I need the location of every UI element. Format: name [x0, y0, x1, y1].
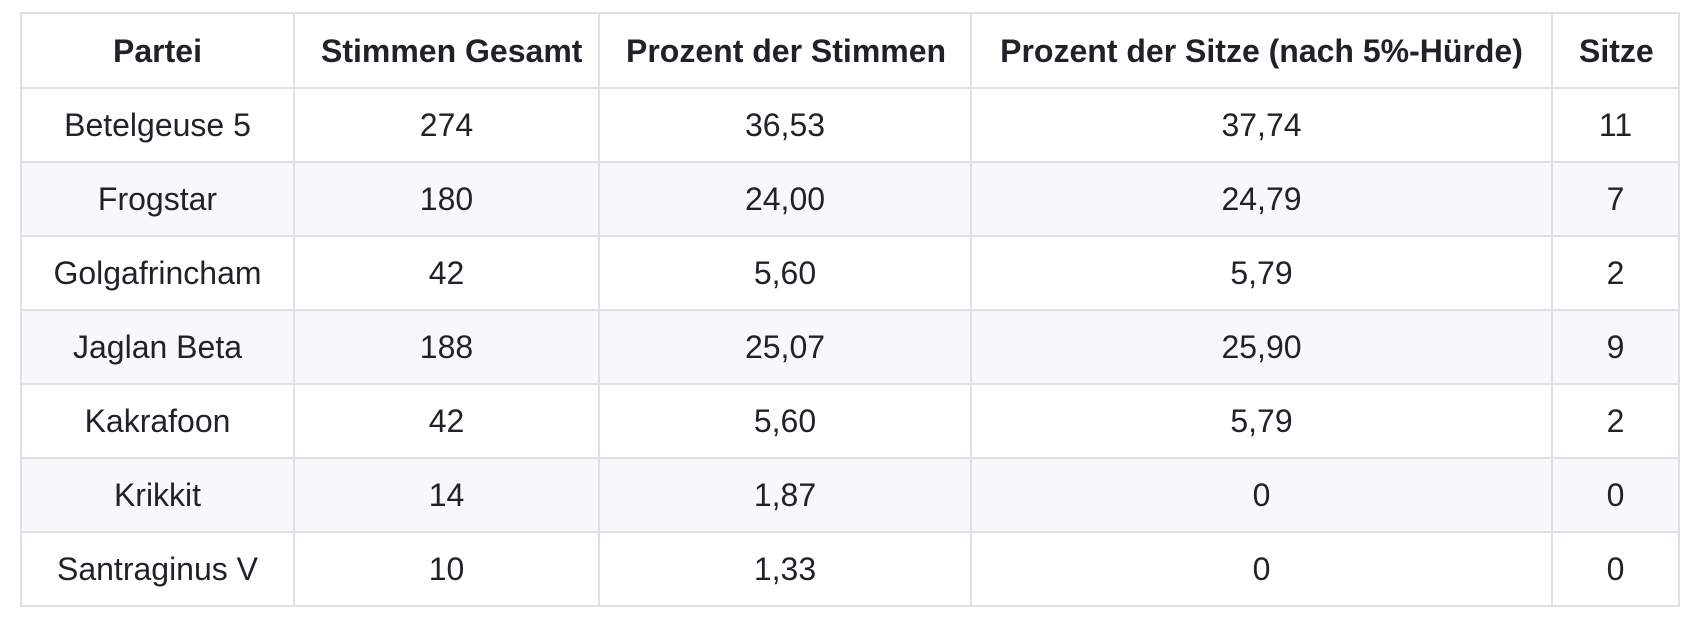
table-body: Betelgeuse 5 274 36,53 37,74 11 Frogstar 180 24…: [20, 87, 1680, 607]
table-cell: 1,33: [598, 531, 972, 607]
table-cell: 10: [293, 531, 600, 607]
table-cell: 42: [293, 235, 600, 311]
table-cell: Kakrafoon: [20, 383, 295, 459]
table-cell: 0: [1551, 531, 1680, 607]
table-cell: Frogstar: [20, 161, 295, 237]
table-cell: Jaglan Beta: [20, 309, 295, 385]
header-row: Partei Stimmen Gesamt Prozent der Stimmen P…: [20, 12, 1680, 89]
table-row: Golgafrincham 42 5,60 5,79 2: [20, 235, 1680, 311]
table-row: Krikkit 14 1,87 0 0: [20, 457, 1680, 533]
column-header: Sitze: [1551, 12, 1680, 89]
table-cell: 37,74: [970, 87, 1553, 163]
table-cell: Betelgeuse 5: [20, 87, 295, 163]
table-cell: 25,90: [970, 309, 1553, 385]
table-row: Betelgeuse 5 274 36,53 37,74 11: [20, 87, 1680, 163]
table-row: Kakrafoon 42 5,60 5,79 2: [20, 383, 1680, 459]
election-results-table: Partei Stimmen Gesamt Prozent der Stimmen P…: [20, 12, 1680, 607]
table-cell: 5,60: [598, 383, 972, 459]
table-row: Santraginus V 10 1,33 0 0: [20, 531, 1680, 607]
table-row: Jaglan Beta 188 25,07 25,90 9: [20, 309, 1680, 385]
table-cell: 9: [1551, 309, 1680, 385]
table-cell: 11: [1551, 87, 1680, 163]
table-cell: 2: [1551, 235, 1680, 311]
table-cell: 24,00: [598, 161, 972, 237]
table-cell: 36,53: [598, 87, 972, 163]
table-cell: 42: [293, 383, 600, 459]
table-cell: 188: [293, 309, 600, 385]
column-header: Partei: [20, 12, 295, 89]
column-header: Stimmen Gesamt: [293, 12, 600, 89]
table-cell: 0: [1551, 457, 1680, 533]
table-cell: 5,79: [970, 383, 1553, 459]
table-cell: 1,87: [598, 457, 972, 533]
table-cell: 5,79: [970, 235, 1553, 311]
table-cell: 0: [970, 457, 1553, 533]
column-header: Prozent der Sitze (nach 5%-Hürde): [970, 12, 1553, 89]
table-cell: Krikkit: [20, 457, 295, 533]
table-cell: 0: [970, 531, 1553, 607]
table-cell: 274: [293, 87, 600, 163]
table-cell: Golgafrincham: [20, 235, 295, 311]
table-cell: 25,07: [598, 309, 972, 385]
table-cell: 24,79: [970, 161, 1553, 237]
table-cell: 14: [293, 457, 600, 533]
table-cell: 7: [1551, 161, 1680, 237]
table-cell: Santraginus V: [20, 531, 295, 607]
table-cell: 2: [1551, 383, 1680, 459]
table-cell: 180: [293, 161, 600, 237]
column-header: Prozent der Stimmen: [598, 12, 972, 89]
table-row: Frogstar 180 24,00 24,79 7: [20, 161, 1680, 237]
table-cell: 5,60: [598, 235, 972, 311]
